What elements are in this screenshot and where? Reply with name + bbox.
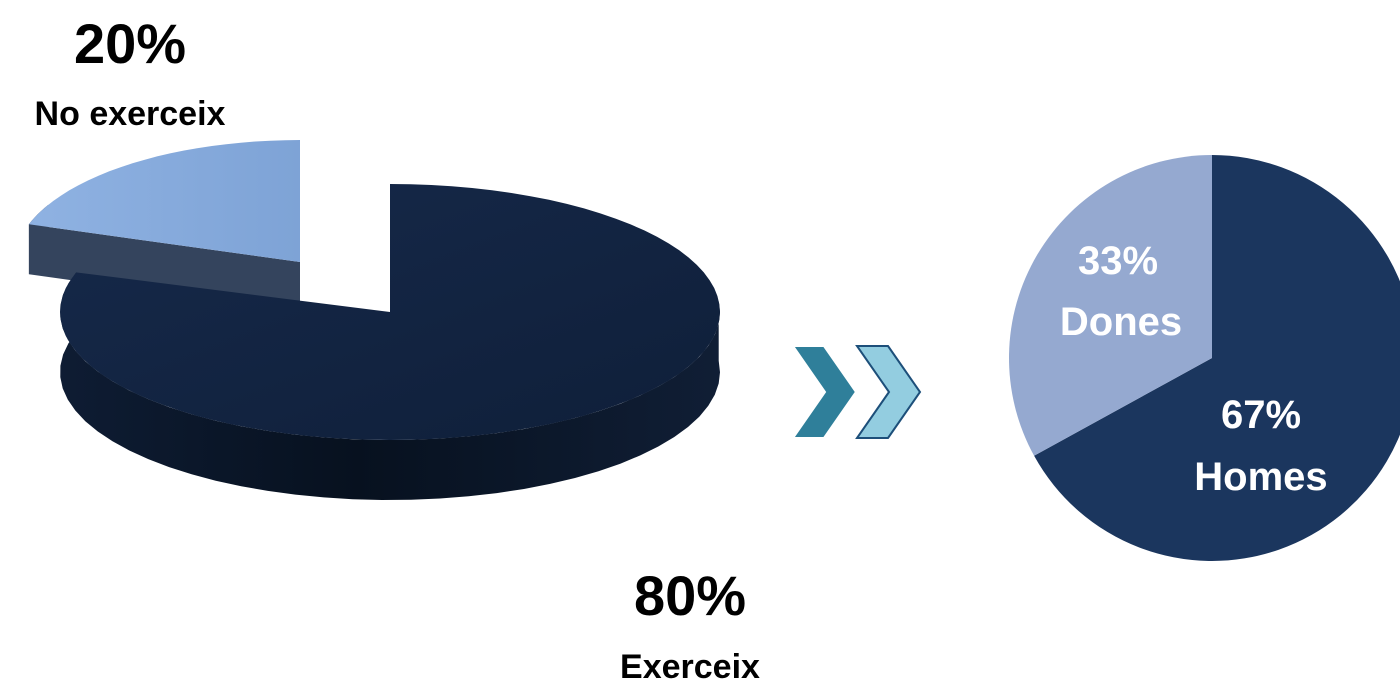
pie-slice-exerceix xyxy=(60,184,720,440)
chevron-right-icon xyxy=(791,345,858,439)
pie-chart-exercise xyxy=(28,140,721,500)
pie-slice-cut-no-exerceix xyxy=(28,224,301,312)
pie-slice-homes xyxy=(1034,155,1400,561)
slice-value-label-exerceix: 80% xyxy=(634,564,746,627)
slice-value-label-no-exerceix: 20% xyxy=(74,12,186,75)
slice-value-label-homes: 67% xyxy=(1221,393,1301,437)
slice-label-exerceix: Exerceix xyxy=(620,648,760,683)
slice-label-no-exerceix: No exerceix xyxy=(35,95,226,133)
pie-slice-dones xyxy=(1009,155,1212,456)
pie-slice-side-exerceix xyxy=(60,272,721,500)
slice-label-homes: Homes xyxy=(1194,455,1327,499)
pie-slice-no-exerceix xyxy=(28,140,301,262)
double-chevron-right-icon xyxy=(791,345,922,439)
slice-label-dones: Dones xyxy=(1060,300,1182,344)
slice-value-label-dones: 33% xyxy=(1078,239,1158,283)
pie-chart-gender xyxy=(1009,155,1400,561)
chevron-right-icon xyxy=(855,345,922,439)
